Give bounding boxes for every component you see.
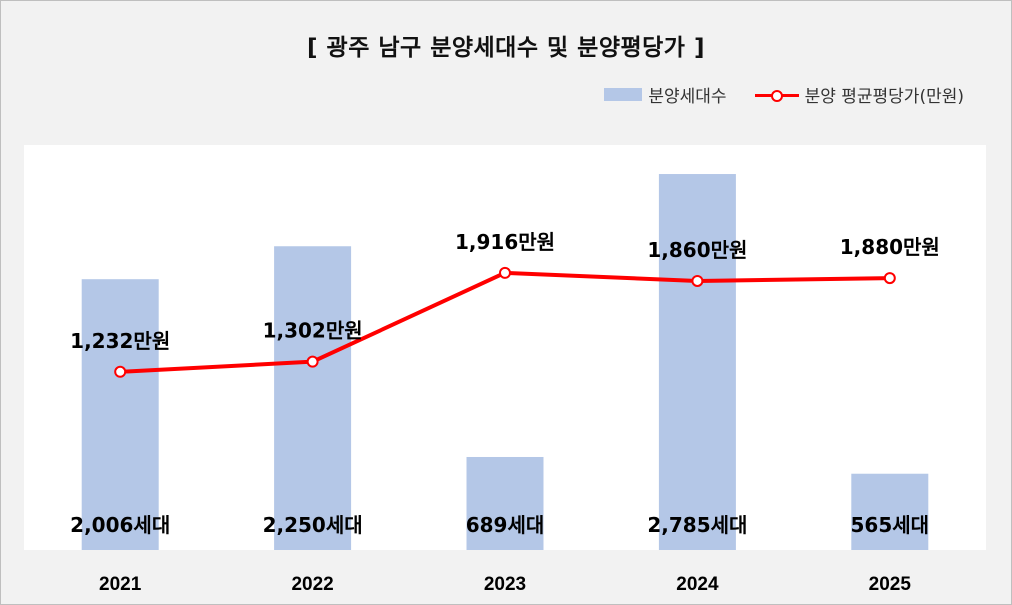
price-marker-2023 — [499, 266, 511, 279]
legend: 분양세대수 분양 평균평당가(만원) — [576, 82, 964, 107]
bar-value-label-2023: 689세대 — [466, 513, 545, 537]
x-tick-label-2021: 2021 — [99, 574, 142, 595]
x-tick-label-2025: 2025 — [869, 574, 912, 595]
bar-2023 — [466, 456, 544, 550]
legend-bar-label: 분양세대수 — [648, 87, 727, 107]
price-value-label-2022: 1,302만원 — [263, 319, 363, 343]
price-marker-2025 — [883, 272, 896, 285]
price-marker-2024 — [691, 274, 704, 287]
legend-line-label: 분양 평균평당가(만원) — [804, 87, 964, 107]
bar-value-label-2024: 2,785세대 — [647, 513, 747, 537]
price-value-label-2024: 1,860만원 — [647, 238, 747, 262]
bar-2024 — [658, 174, 736, 550]
bar-value-label-2022: 2,250세대 — [263, 513, 363, 537]
bar-value-label-2025: 565세대 — [851, 513, 930, 537]
price-marker-2021 — [114, 365, 127, 378]
legend-item-line: 분양 평균평당가(만원) — [754, 82, 964, 107]
legend-line-swatch — [754, 88, 799, 102]
bar-2025 — [851, 473, 929, 550]
chart-title: [ 광주 남구 분양세대수 및 분양평당가 ] — [307, 35, 705, 61]
bar-2021 — [81, 279, 159, 550]
bar-2022 — [274, 246, 352, 550]
price-value-label-2023: 1,916만원 — [455, 230, 555, 254]
x-tick-label-2022: 2022 — [291, 574, 333, 595]
x-tick-label-2023: 2023 — [484, 574, 526, 595]
price-value-label-2025: 1,880만원 — [840, 235, 940, 259]
bar-value-label-2021: 2,006세대 — [70, 513, 170, 537]
price-value-label-2021: 1,232만원 — [70, 329, 170, 353]
x-tick-label-2024: 2024 — [676, 574, 719, 595]
price-marker-2022 — [306, 355, 319, 368]
legend-bar-swatch — [604, 88, 643, 101]
legend-item-bar: 분양세대수 — [604, 82, 727, 107]
